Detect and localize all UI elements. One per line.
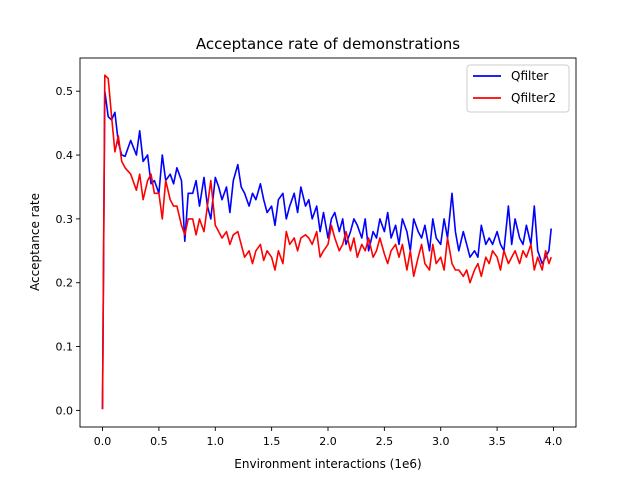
y-tick-label: 0.3 (56, 213, 74, 226)
x-tick-label: 0.0 (94, 435, 112, 448)
legend-label-2: Qfilter2 (511, 91, 556, 105)
x-tick-label: 1.0 (207, 435, 225, 448)
x-axis-label: Environment interactions (1e6) (234, 457, 421, 471)
legend: Qfilter Qfilter2 (466, 64, 570, 113)
legend-label-1: Qfilter (511, 69, 548, 83)
chart-title: Acceptance rate of demonstrations (196, 35, 460, 53)
y-axis-label: Acceptance rate (28, 193, 42, 291)
x-tick-label: 1.5 (263, 435, 281, 448)
y-tick-label: 0.0 (56, 404, 74, 417)
x-tick-label: 0.5 (150, 435, 168, 448)
x-tick-label: 3.5 (488, 435, 506, 448)
x-tick-label: 4.0 (545, 435, 563, 448)
x-tick-label: 3.0 (432, 435, 450, 448)
y-tick-label: 0.5 (56, 85, 74, 98)
series-layer (101, 74, 552, 410)
x-tick-label: 2.0 (319, 435, 337, 448)
y-tick-label: 0.4 (56, 149, 74, 162)
series-line-2 (101, 74, 552, 410)
y-tick-label: 0.2 (56, 277, 74, 290)
axes-layer: 0.0 0.5 1.0 1.5 2.0 2.5 3.0 3.5 4.0 0.0 0.1 0.2 0.3 0… (56, 57, 577, 448)
x-tick-label: 2.5 (376, 435, 394, 448)
series-line-1 (101, 90, 552, 410)
y-tick-label: 0.1 (56, 341, 74, 354)
